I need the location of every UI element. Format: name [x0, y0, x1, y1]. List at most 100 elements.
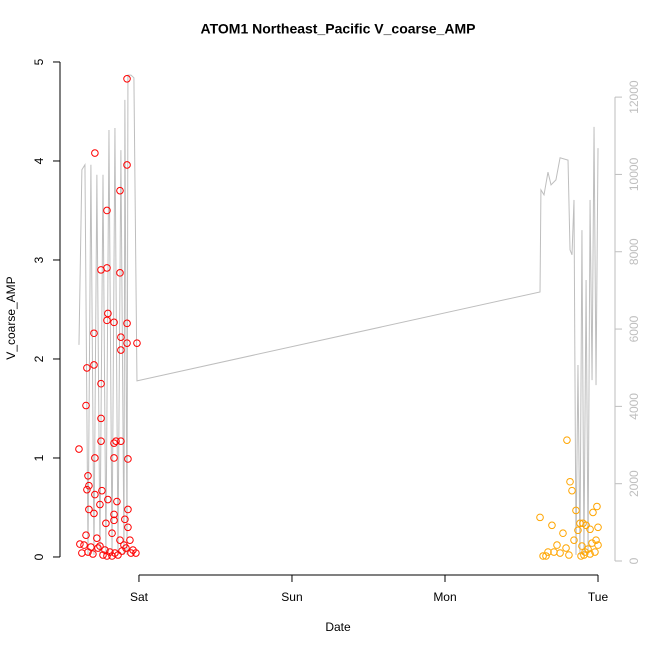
x-tick-label: Mon — [433, 590, 456, 604]
point — [562, 544, 570, 552]
point — [589, 508, 597, 517]
point — [97, 379, 105, 388]
point — [539, 552, 547, 560]
y2-tick-label: 6000 — [627, 315, 641, 342]
point — [103, 316, 111, 325]
point — [110, 439, 118, 447]
point — [82, 401, 90, 410]
point — [594, 523, 602, 532]
point — [90, 361, 98, 369]
point — [85, 505, 93, 514]
point — [110, 318, 118, 327]
point — [97, 437, 105, 445]
y2-tick-label: 2000 — [627, 470, 641, 497]
y-axis-label: V_coarse_AMP — [4, 276, 18, 359]
point — [553, 541, 561, 549]
point — [91, 490, 99, 499]
chart-title: ATOM1 Northeast_Pacific V_coarse_AMP — [201, 21, 476, 37]
y-tick-label: 4 — [32, 157, 46, 164]
x-tick-label: Sat — [130, 590, 149, 604]
point — [570, 536, 578, 544]
point — [91, 149, 99, 157]
y-tick-label: 3 — [32, 256, 46, 263]
point — [563, 436, 571, 444]
point — [548, 521, 556, 530]
point — [123, 161, 131, 169]
point — [82, 531, 90, 540]
point — [114, 551, 122, 559]
point — [124, 523, 132, 532]
point — [544, 548, 552, 556]
point — [97, 414, 105, 423]
y2-tick-label: 0 — [627, 557, 641, 564]
y2-tick-label: 8000 — [627, 238, 641, 265]
x-tick-label: Sun — [281, 590, 302, 604]
point — [578, 542, 586, 550]
point — [116, 269, 124, 277]
y2-tick-label: 4000 — [627, 393, 641, 420]
point — [124, 505, 132, 514]
point — [89, 550, 97, 558]
point — [80, 541, 88, 549]
point — [127, 549, 135, 557]
point — [572, 506, 580, 515]
point — [542, 552, 550, 560]
y2-tick-label: 10000 — [627, 157, 641, 191]
point — [112, 437, 120, 445]
point — [103, 552, 111, 560]
point — [568, 486, 576, 495]
y2-tick-label: 12000 — [627, 80, 641, 114]
point — [83, 485, 91, 494]
point — [76, 540, 84, 548]
point — [94, 544, 102, 552]
point — [536, 513, 544, 522]
point — [132, 549, 140, 557]
point — [103, 206, 111, 215]
point — [93, 534, 101, 542]
point — [96, 542, 104, 550]
point — [121, 515, 129, 524]
point — [592, 536, 600, 544]
point — [108, 552, 116, 560]
point — [593, 502, 601, 511]
point — [565, 551, 573, 559]
point — [75, 445, 83, 453]
point — [584, 545, 592, 553]
y-tick-label: 2 — [32, 355, 46, 362]
point — [110, 516, 118, 525]
point — [123, 319, 131, 328]
point — [116, 536, 124, 544]
point — [110, 454, 118, 462]
point — [591, 548, 599, 556]
point — [116, 186, 124, 195]
point — [102, 519, 110, 528]
y-tick-label: 1 — [32, 454, 46, 461]
x-tick-label: Tue — [588, 590, 609, 604]
point — [133, 339, 141, 347]
line-series — [78, 74, 599, 555]
point — [98, 486, 106, 495]
point — [126, 536, 134, 544]
point — [123, 339, 131, 347]
point — [91, 454, 99, 462]
point — [582, 521, 590, 530]
point — [117, 437, 125, 445]
point — [594, 541, 602, 549]
x-axis-label: Date — [325, 620, 351, 634]
y-tick-label: 5 — [32, 58, 46, 65]
point — [120, 541, 128, 549]
point — [96, 500, 104, 509]
point — [113, 497, 121, 506]
point — [559, 529, 567, 538]
point — [108, 529, 116, 538]
point — [90, 329, 98, 338]
y-tick-label: 0 — [32, 553, 46, 560]
point — [574, 526, 582, 535]
point — [84, 472, 92, 480]
point — [85, 481, 93, 490]
point — [110, 510, 118, 519]
point — [123, 75, 131, 83]
point — [83, 364, 91, 372]
